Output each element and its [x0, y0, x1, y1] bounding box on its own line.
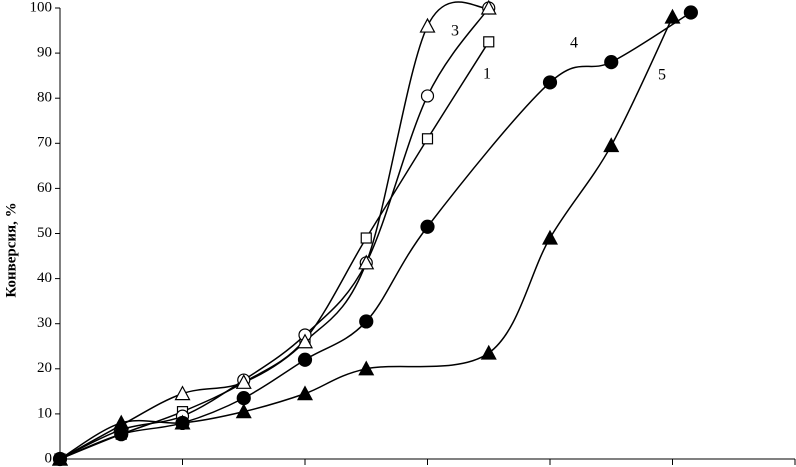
y-tick-label: 0 [45, 450, 53, 466]
curve-label: 3 [451, 23, 459, 40]
curve-label: 5 [658, 67, 666, 84]
point [420, 219, 435, 234]
point [174, 414, 191, 430]
point [297, 352, 313, 367]
point [296, 333, 314, 349]
point [421, 133, 434, 145]
point [541, 229, 559, 245]
y-tick-label: 100 [30, 0, 53, 15]
point [174, 385, 191, 401]
point [604, 55, 619, 70]
point [483, 36, 495, 48]
y-axis-label: Конверсия, % [3, 202, 19, 297]
point [420, 89, 435, 103]
y-tick-label: 40 [37, 270, 52, 286]
point [480, 0, 497, 15]
point [683, 5, 698, 20]
y-tick-label: 90 [37, 45, 52, 61]
curve-label: 1 [483, 66, 491, 83]
y-tick-label: 80 [37, 90, 52, 106]
curve [59, 16, 674, 460]
point [359, 314, 374, 329]
point [603, 137, 620, 153]
point [113, 414, 130, 430]
point [236, 391, 251, 406]
point [480, 344, 497, 360]
point [419, 17, 436, 33]
point [114, 427, 129, 442]
point [296, 385, 314, 401]
y-tick-label: 10 [37, 405, 52, 421]
point [358, 360, 375, 376]
y-tick-label: 30 [37, 315, 52, 331]
point [235, 403, 252, 419]
y-tick-label: 20 [37, 360, 52, 376]
point [360, 232, 372, 244]
point [358, 254, 375, 270]
y-tick-label: 70 [37, 135, 52, 151]
point [235, 374, 252, 389]
point [664, 8, 681, 24]
curve-label: 4 [570, 35, 578, 52]
curve [59, 7, 490, 460]
point [542, 75, 558, 90]
point [51, 450, 69, 466]
y-tick-label: 60 [37, 180, 52, 196]
y-tick-label: 50 [37, 225, 52, 241]
